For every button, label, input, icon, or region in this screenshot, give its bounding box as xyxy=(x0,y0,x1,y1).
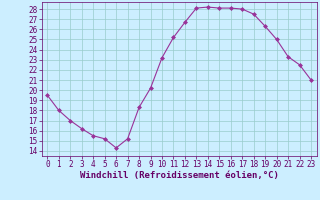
X-axis label: Windchill (Refroidissement éolien,°C): Windchill (Refroidissement éolien,°C) xyxy=(80,171,279,180)
